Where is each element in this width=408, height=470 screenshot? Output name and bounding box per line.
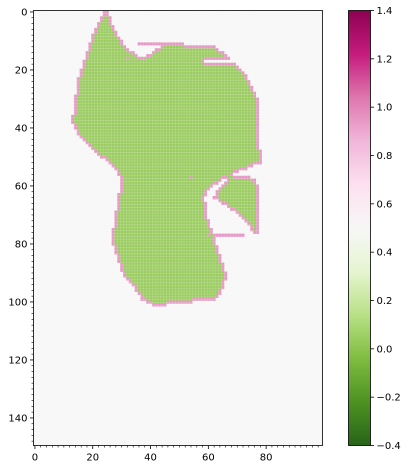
y-axis: 0 20 40 60 80 100 120 140 [8, 7, 34, 442]
y-tick-label: 0 [21, 7, 27, 18]
colorbar-tick-label: 0.4 [377, 248, 393, 259]
colorbar: −0.4 −0.2 0.0 0.2 0.4 0.6 0.8 1.0 1.2 1.4 [348, 6, 401, 452]
colorbar-tick-label: −0.2 [377, 393, 401, 404]
cell-grid-overlay [33, 10, 323, 446]
y-tick-label: 80 [15, 239, 28, 250]
x-axis: 0 20 40 60 80 [32, 445, 319, 464]
colorbar-body [348, 10, 371, 446]
colorbar-tick-label: 0.6 [377, 199, 393, 210]
colorbar-tick-label: 0.8 [377, 151, 393, 162]
colorbar-tick-label: 0.0 [377, 344, 393, 355]
x-tick-label: 40 [144, 453, 157, 464]
y-tick-label: 20 [15, 65, 28, 76]
colorbar-tick-label: 1.2 [377, 54, 393, 65]
colorbar-tick-label: 0.2 [377, 296, 393, 307]
colorbar-ticks: −0.4 −0.2 0.0 0.2 0.4 0.6 0.8 1.0 1.2 1.4 [370, 6, 401, 452]
y-tick-label: 60 [15, 181, 28, 192]
x-tick-label: 20 [86, 453, 99, 464]
colorbar-tick-label: −0.4 [377, 441, 401, 452]
plot-frame [33, 10, 323, 446]
y-tick-label: 140 [8, 413, 27, 424]
y-tick-label: 100 [8, 297, 27, 308]
plot-area: 0 20 40 60 80 0 20 40 60 80 100 120 140 [8, 7, 323, 464]
x-tick-label: 60 [202, 453, 215, 464]
y-tick-label: 120 [8, 355, 27, 366]
y-tick-label: 40 [15, 123, 28, 134]
x-tick-label: 0 [32, 453, 38, 464]
colorbar-tick-label: 1.4 [377, 6, 393, 17]
x-tick-label: 80 [260, 453, 273, 464]
colorbar-tick-label: 1.0 [377, 103, 393, 114]
